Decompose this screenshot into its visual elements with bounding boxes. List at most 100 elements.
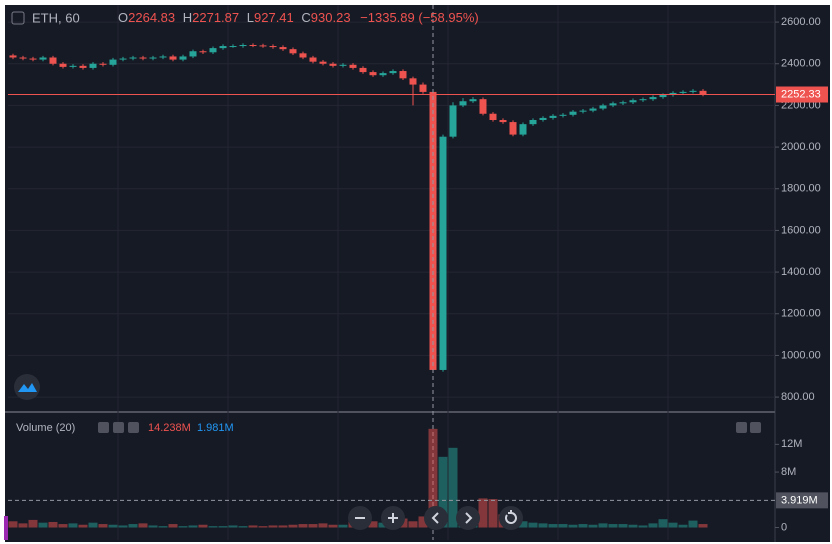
candle-body — [559, 114, 567, 116]
candle-body — [169, 56, 177, 60]
candle-body — [129, 57, 137, 59]
scroll-right-button[interactable] — [456, 506, 480, 530]
scroll-left-icon — [431, 512, 439, 524]
scroll-left-button[interactable] — [424, 506, 448, 530]
volume-bar — [408, 521, 418, 528]
pane-button[interactable] — [736, 422, 747, 433]
candle-body — [399, 71, 407, 79]
candle-body — [209, 48, 217, 53]
logo-mark — [18, 383, 37, 392]
volume-bar — [538, 523, 548, 528]
candle-body — [249, 45, 257, 46]
volume-bar — [518, 521, 528, 528]
volume-legend-value: 14.238M — [148, 422, 191, 434]
volume-bar — [418, 516, 428, 528]
y-tick-label: 1400.00 — [781, 266, 821, 278]
candle-body — [479, 99, 487, 114]
volume-bar — [648, 523, 658, 528]
candle-body — [149, 57, 157, 59]
candle-body — [289, 49, 297, 54]
volume-bar — [568, 524, 578, 528]
reset-button[interactable] — [499, 506, 523, 530]
candle-body — [309, 57, 317, 62]
y-tick-label: 12M — [781, 438, 802, 450]
candle-body — [99, 63, 107, 65]
volume-bar — [338, 524, 348, 528]
y-tick-label: 0 — [781, 521, 787, 533]
candle-body — [379, 73, 387, 76]
volume-bar — [208, 526, 218, 528]
volume-bar — [488, 499, 498, 528]
candle-body — [529, 120, 537, 125]
candle-body — [409, 78, 417, 85]
background — [5, 5, 830, 542]
y-tick-label: 1600.00 — [781, 224, 821, 236]
candle-body — [109, 59, 117, 65]
candle-body — [489, 113, 497, 120]
volume-bar — [668, 522, 678, 528]
candle-body — [639, 99, 647, 101]
volume-bar — [38, 522, 48, 528]
icon-button[interactable] — [128, 422, 139, 433]
volume-bar — [178, 526, 188, 528]
icon-button[interactable] — [98, 422, 109, 433]
y-tick-label: 800.00 — [781, 391, 815, 403]
candle-body — [29, 58, 37, 60]
volume-bar — [288, 524, 298, 528]
volume-bar — [528, 522, 538, 528]
volume-bar — [698, 524, 708, 528]
candle-body — [659, 95, 667, 98]
candle-body — [359, 67, 367, 73]
candle-body — [89, 63, 97, 68]
candle-body — [369, 72, 377, 76]
menu-icon[interactable] — [11, 11, 25, 25]
candle-body — [619, 102, 627, 104]
candle-body — [49, 57, 57, 64]
y-tick-label: 1800.00 — [781, 183, 821, 195]
volume-title: Volume (20) — [16, 422, 75, 434]
candle-body — [569, 111, 577, 115]
candle-body — [509, 122, 517, 135]
reset-icon — [505, 510, 517, 524]
volume-bar — [168, 524, 178, 528]
ohlc-key: O — [118, 10, 128, 25]
candle-body — [139, 57, 147, 59]
volume-bar — [638, 525, 648, 528]
y-tick-label: 2600.00 — [781, 16, 821, 28]
ohlc-legend: O2264.83 H2271.87 L927.41 C930.23 −1335.… — [118, 10, 479, 25]
candle-body — [689, 90, 697, 92]
volume-bar — [298, 524, 308, 528]
pane-button[interactable] — [750, 422, 761, 433]
chart-title: ETH, 60 — [32, 10, 80, 25]
y-tick-label: 1200.00 — [781, 308, 821, 320]
volume-bar — [558, 524, 568, 528]
candle-body — [609, 103, 617, 106]
volume-bar — [48, 521, 58, 528]
logo — [14, 374, 40, 400]
volume-bar — [118, 525, 128, 528]
y-tick-label: 2400.00 — [781, 58, 821, 70]
candle-body — [239, 45, 247, 47]
marker — [4, 516, 8, 540]
ohlc-value: 930.23 — [311, 10, 351, 25]
ohlc-value: 2271.87 — [192, 10, 239, 25]
volume-bar — [128, 524, 138, 528]
candle-body — [439, 136, 447, 370]
candle-body — [179, 56, 187, 60]
candle-body — [649, 97, 657, 100]
candle-body — [669, 92, 677, 95]
volume-bar — [258, 526, 268, 528]
volume-bar — [78, 524, 88, 528]
volume-bar — [148, 525, 158, 528]
candle-body — [39, 57, 47, 60]
volume-bar — [368, 521, 378, 528]
icon-button[interactable] — [113, 422, 124, 433]
volume-bar — [318, 523, 328, 528]
volume-bar — [238, 526, 248, 528]
volume-bar — [678, 524, 688, 528]
y-tick-label: 2000.00 — [781, 141, 821, 153]
change: −1335.89 (−58.95%) — [360, 10, 479, 25]
candle-body — [319, 61, 327, 64]
ohlc-key: C — [301, 10, 310, 25]
